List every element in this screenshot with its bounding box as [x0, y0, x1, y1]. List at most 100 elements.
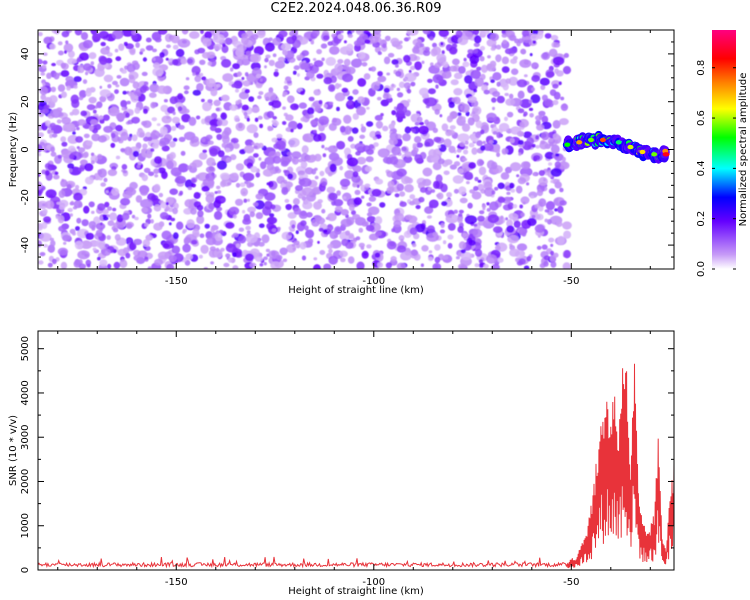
- noise-cell: [265, 54, 271, 59]
- noise-cell: [453, 88, 463, 96]
- noise-cell: [123, 41, 128, 47]
- noise-cell: [73, 76, 82, 83]
- noise-cell: [455, 30, 463, 38]
- noise-cell: [49, 133, 53, 139]
- noise-cell: [377, 71, 383, 77]
- noise-cell: [349, 200, 354, 205]
- noise-cell: [457, 112, 462, 116]
- noise-cell: [131, 116, 141, 124]
- noise-cell: [536, 189, 544, 197]
- noise-cell: [382, 125, 389, 132]
- noise-cell: [436, 192, 444, 200]
- noise-cell: [535, 135, 539, 140]
- noise-cell: [98, 115, 104, 121]
- noise-cell: [400, 238, 404, 243]
- noise-cell: [259, 78, 263, 82]
- noise-cell: [120, 100, 128, 108]
- noise-cell: [201, 138, 206, 143]
- noise-cell: [401, 146, 407, 151]
- noise-cell: [83, 151, 89, 158]
- noise-cell: [88, 125, 94, 131]
- noise-cell: [391, 110, 397, 116]
- noise-cell: [125, 252, 131, 259]
- noise-cell: [459, 197, 468, 204]
- noise-cell: [74, 30, 83, 36]
- noise-cell: [157, 30, 168, 35]
- noise-cell: [88, 221, 97, 229]
- noise-cell: [230, 67, 234, 72]
- noise-cell: [274, 68, 279, 72]
- noise-cell: [366, 216, 376, 223]
- noise-cell: [143, 167, 151, 174]
- noise-cell: [334, 83, 340, 90]
- noise-cell: [427, 78, 433, 83]
- noise-cell: [166, 263, 175, 269]
- noise-cell: [192, 72, 196, 76]
- noise-cell: [467, 202, 473, 209]
- noise-cell: [531, 143, 536, 148]
- noise-cell: [532, 40, 536, 44]
- noise-cell: [548, 48, 558, 57]
- noise-cell: [434, 256, 441, 264]
- noise-cell: [496, 95, 505, 104]
- noise-cell: [562, 262, 571, 269]
- noise-cell: [375, 178, 384, 185]
- spectrogram-panel: -150 -100 -50 -40 -20 0 20 40 Height of straight…: [8, 29, 675, 296]
- noise-cell: [295, 230, 299, 235]
- noise-cell: [505, 30, 513, 36]
- noise-cell: [553, 42, 561, 48]
- noise-cell: [519, 59, 532, 68]
- noise-cell: [368, 206, 380, 215]
- noise-cell: [112, 30, 124, 40]
- noise-cell: [486, 208, 491, 212]
- noise-cell: [510, 188, 516, 193]
- noise-cell: [300, 90, 305, 96]
- noise-cell: [358, 242, 365, 248]
- noise-cell: [557, 235, 565, 245]
- noise-cell: [40, 72, 46, 76]
- noise-cell: [60, 136, 67, 143]
- noise-cell: [257, 95, 262, 100]
- noise-cell: [388, 137, 398, 145]
- noise-cell: [534, 224, 545, 233]
- noise-cell: [253, 153, 259, 158]
- noise-cell: [318, 115, 330, 126]
- noise-cell: [374, 114, 383, 121]
- noise-cell: [232, 214, 237, 219]
- noise-cell: [356, 261, 365, 269]
- noise-cell: [391, 228, 396, 233]
- noise-cell: [428, 256, 434, 262]
- noise-cell: [148, 171, 155, 177]
- noise-cell: [486, 63, 492, 70]
- noise-cell: [535, 119, 541, 126]
- noise-cell: [166, 44, 171, 49]
- noise-cell: [539, 77, 550, 86]
- noise-cell: [200, 244, 209, 254]
- noise-cell: [278, 30, 288, 38]
- noise-cell: [45, 200, 55, 209]
- noise-cell: [207, 61, 212, 66]
- noise-cell: [461, 123, 471, 132]
- noise-cell: [435, 84, 439, 89]
- noise-cell: [304, 167, 314, 175]
- noise-cell: [518, 140, 524, 145]
- noise-cell: [538, 170, 546, 176]
- noise-cell: [159, 137, 170, 146]
- noise-cell: [506, 111, 514, 118]
- noise-cell: [196, 83, 204, 92]
- noise-cell: [531, 87, 535, 92]
- noise-cell: [99, 222, 103, 226]
- noise-cell: [430, 48, 438, 57]
- noise-cell: [154, 258, 164, 266]
- noise-cell: [563, 250, 571, 259]
- noise-cell: [322, 35, 330, 41]
- x-tick-label: -100: [362, 276, 385, 287]
- noise-cell: [498, 122, 510, 132]
- noise-cell: [91, 210, 95, 214]
- noise-cell: [501, 33, 508, 38]
- noise-cell: [468, 142, 475, 148]
- noise-cell: [69, 166, 82, 176]
- noise-cell: [129, 49, 136, 56]
- noise-cell: [473, 49, 478, 54]
